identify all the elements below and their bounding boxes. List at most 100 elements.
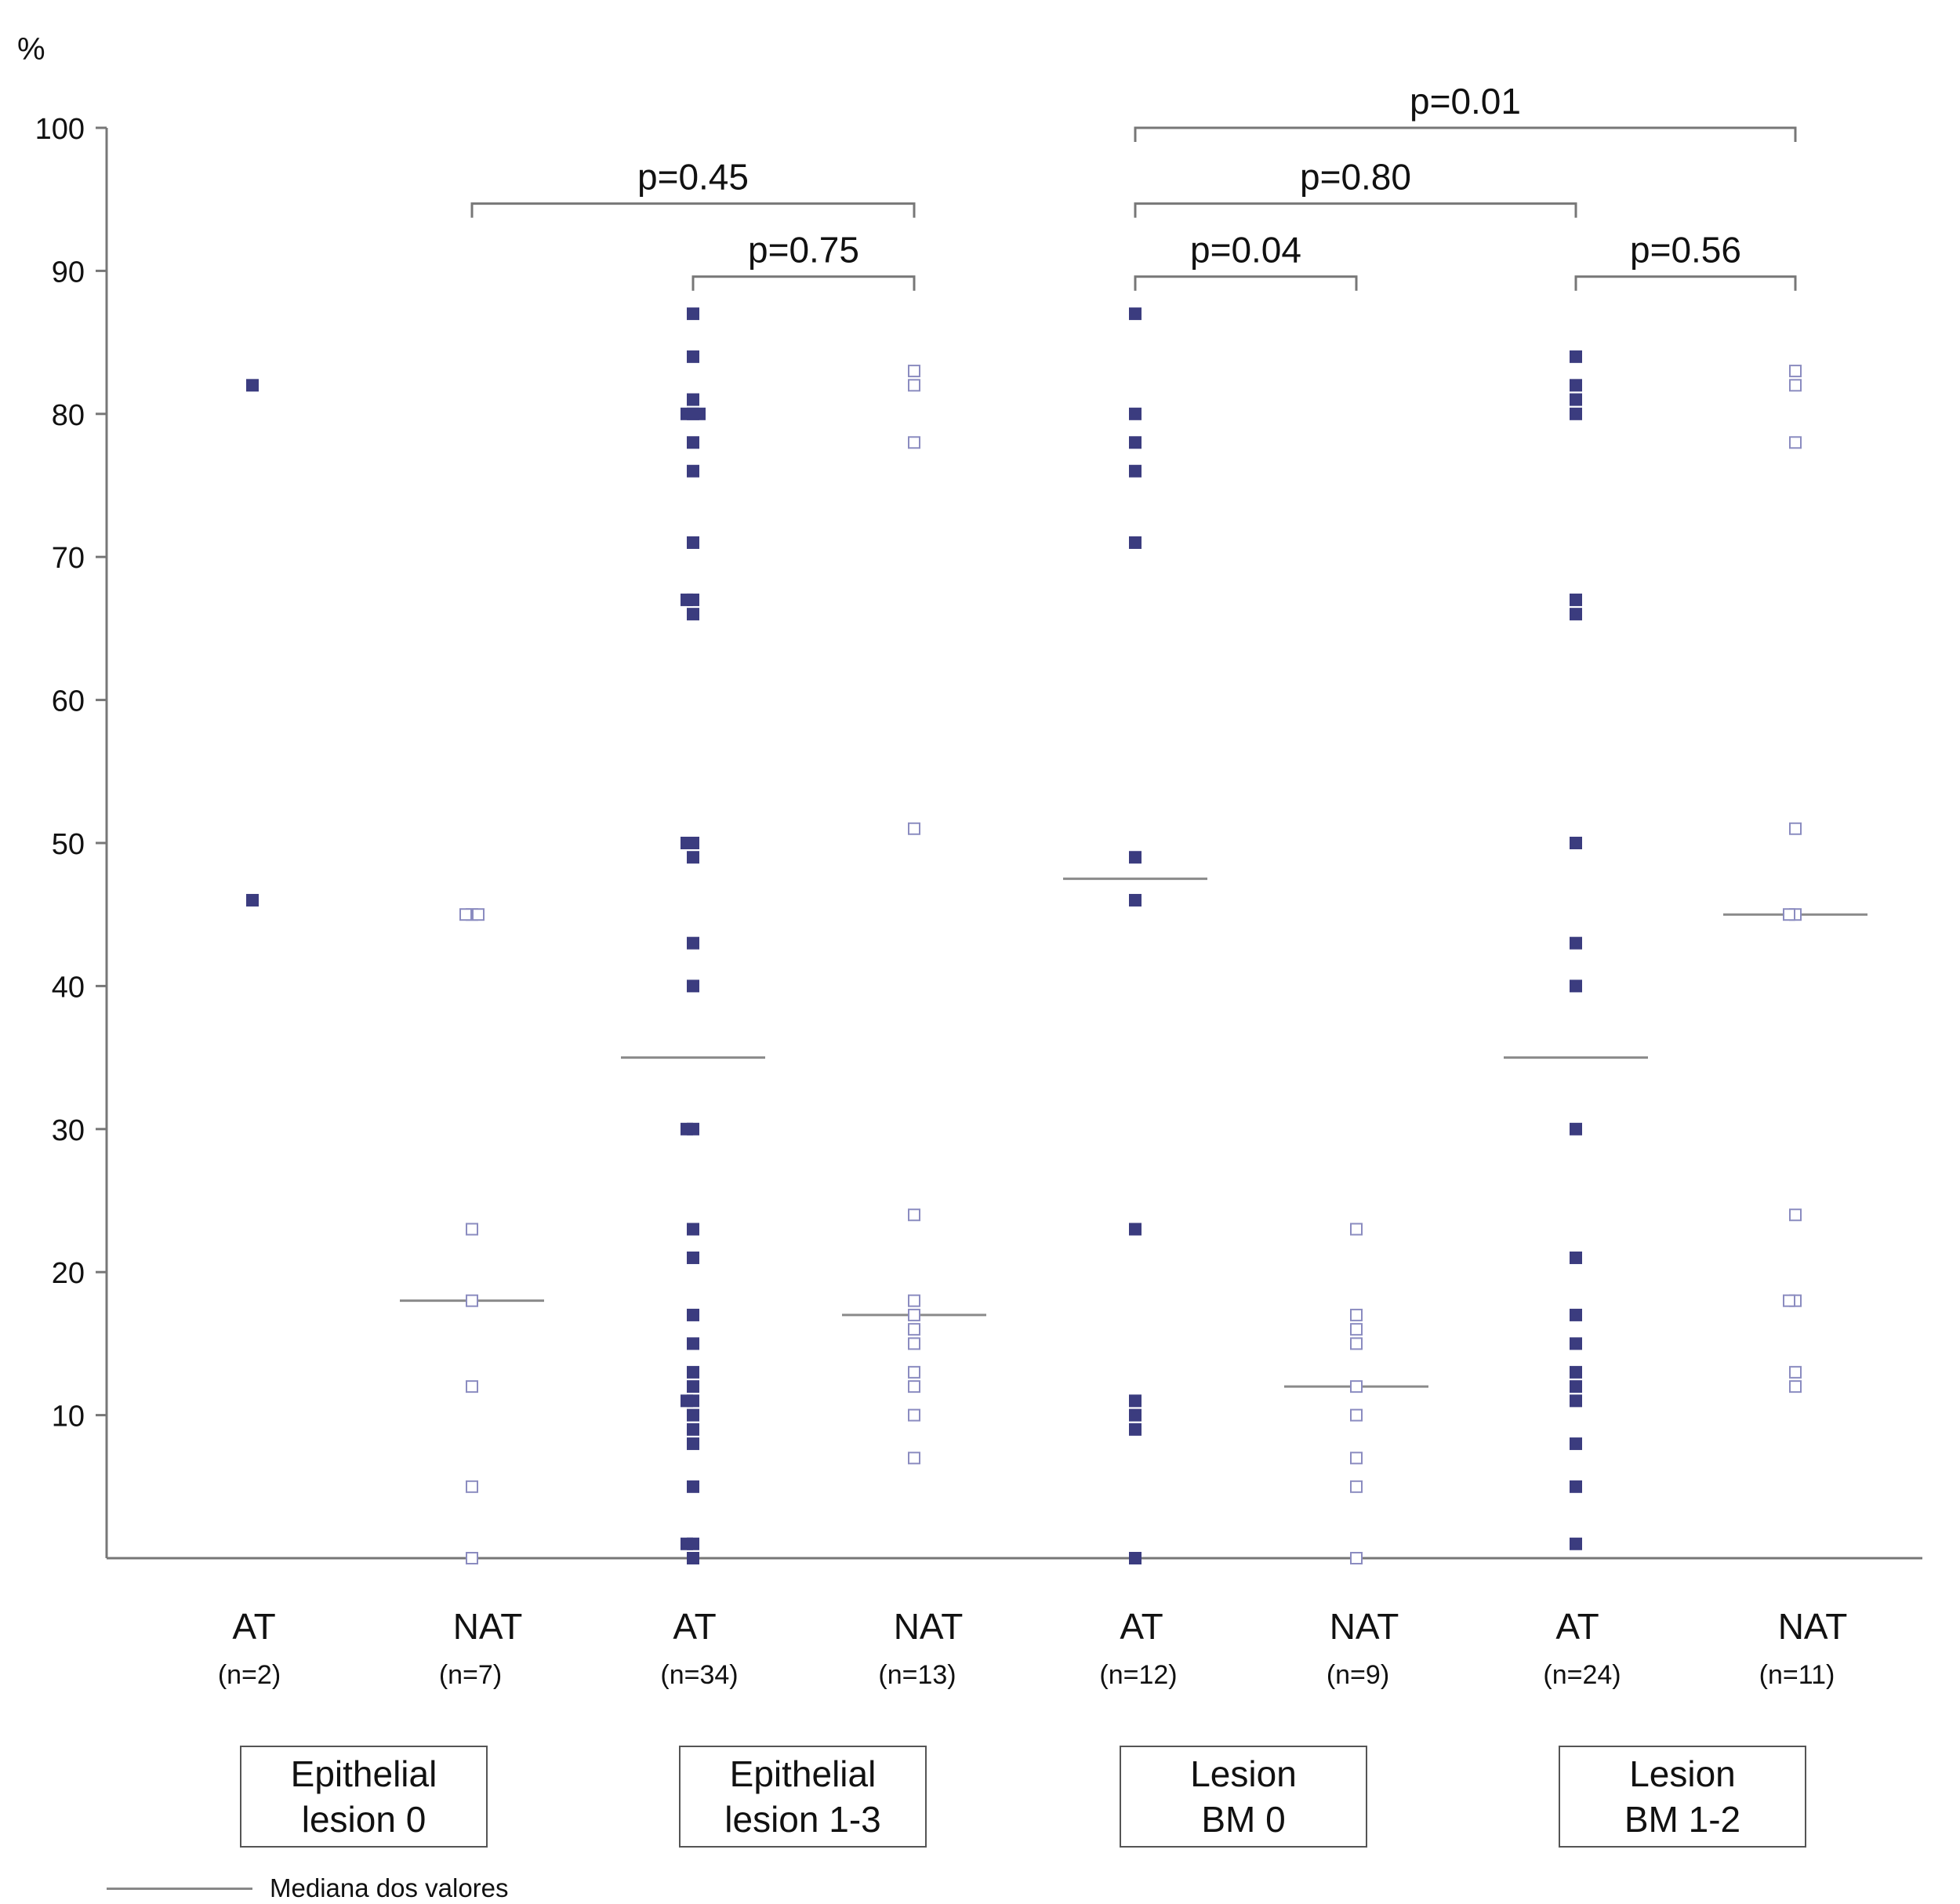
data-point [687,1552,699,1564]
data-point [908,1308,920,1321]
significance-bracket [1574,275,1797,291]
group-label-line2: lesion 0 [301,1799,426,1840]
significance-bracket [1134,275,1358,291]
data-point [1570,608,1582,621]
legend-median-line [107,1887,252,1890]
data-point [1789,365,1802,378]
data-point [1129,893,1142,907]
data-point [1570,1365,1582,1379]
p-value-label: p=0.04 [1190,230,1301,271]
group-label-line1: Epithelial [729,1753,877,1794]
data-point [908,379,920,392]
data-point [908,1323,920,1336]
y-tick-label: 70 [52,542,85,575]
data-point [1570,1380,1582,1393]
data-point [1129,436,1142,449]
data-point [1570,593,1582,606]
x-count-label: (n=11) [1759,1660,1835,1690]
data-point [1350,1480,1363,1493]
significance-bracket [470,202,916,218]
x-count-label: (n=7) [439,1660,502,1690]
data-point [681,407,693,420]
data-point [687,464,699,478]
data-point [687,1223,699,1236]
data-point [1350,1552,1363,1564]
p-value-label: p=0.45 [637,157,749,198]
data-point [681,1537,693,1550]
data-point [1789,436,1802,449]
data-point [1789,379,1802,392]
data-point [1783,1294,1795,1307]
data-point [687,1423,699,1436]
group-label-line1: Lesion [1629,1753,1736,1794]
data-point [1570,1394,1582,1408]
data-point [1350,1323,1363,1336]
data-point [687,936,699,950]
y-tick-label: 80 [52,399,85,432]
data-point [687,1365,699,1379]
data-point [466,1223,478,1236]
x-count-label: (n=24) [1543,1660,1621,1690]
data-point [687,608,699,621]
data-point [1350,1337,1363,1350]
data-point [687,536,699,549]
group-label-line2: lesion 1-3 [724,1799,881,1840]
data-point [1129,1423,1142,1436]
data-point [1350,1408,1363,1422]
x-count-label: (n=13) [878,1660,956,1690]
significance-bracket [1134,202,1577,218]
data-point [1570,837,1582,849]
data-point [693,407,706,420]
data-point [1350,1452,1363,1465]
data-point [687,350,699,363]
significance-brackets: p=0.45 p=0.75 p=0.01 p=0.80 p=0.04 p=0.56 [470,81,1797,291]
data-point [1129,407,1142,420]
data-point [908,1408,920,1422]
data-point [908,822,920,835]
data-point [681,593,693,606]
x-category-label: NAT [1778,1606,1848,1647]
data-point [459,908,472,921]
data-point [1570,979,1582,993]
data-point [908,1452,920,1465]
data-point [1570,350,1582,363]
data-point [908,365,920,378]
data-point [908,1208,920,1222]
data-point [681,1122,693,1135]
data-point [687,1480,699,1493]
p-value-label: p=0.56 [1630,230,1741,271]
y-tick-label: 100 [35,113,85,146]
group-label-line2: BM 0 [1201,1799,1286,1840]
x-category-label: AT [232,1606,275,1647]
data-point [908,1294,920,1307]
significance-bracket [691,275,916,291]
x-category-label: AT [673,1606,716,1647]
p-value-label: p=0.80 [1300,157,1411,198]
data-point [1129,536,1142,549]
data-point [1570,1122,1582,1135]
data-point [687,1408,699,1422]
y-ticks: 10 20 30 40 50 60 70 80 90 100 [35,113,107,1433]
x-count-label: (n=2) [218,1660,281,1690]
data-point [908,1365,920,1379]
x-count-label: (n=12) [1099,1660,1177,1690]
x-labels: AT (n=2) NAT (n=7) AT (n=34) NAT (n=13) AT (n=12)… [218,1606,1847,1690]
y-tick-label: 60 [52,685,85,718]
x-category-label: AT [1555,1606,1599,1647]
data-point [246,379,259,392]
data-point [1789,822,1802,835]
data-point [1570,1337,1582,1350]
data-point [1789,1208,1802,1222]
data-point [1570,407,1582,420]
group-box-lesion-bm-0: Lesion BM 0 [1120,1746,1367,1848]
y-tick-label: 40 [52,971,85,1004]
data-point [908,1337,920,1350]
x-category-label: NAT [894,1606,964,1647]
legend: Mediana dos valores [107,1873,509,1902]
y-tick-label: 10 [52,1401,85,1433]
data-point [1350,1380,1363,1393]
data-point [466,1480,478,1493]
data-point [466,1552,478,1564]
x-category-label: AT [1120,1606,1163,1647]
data-point [687,436,699,449]
